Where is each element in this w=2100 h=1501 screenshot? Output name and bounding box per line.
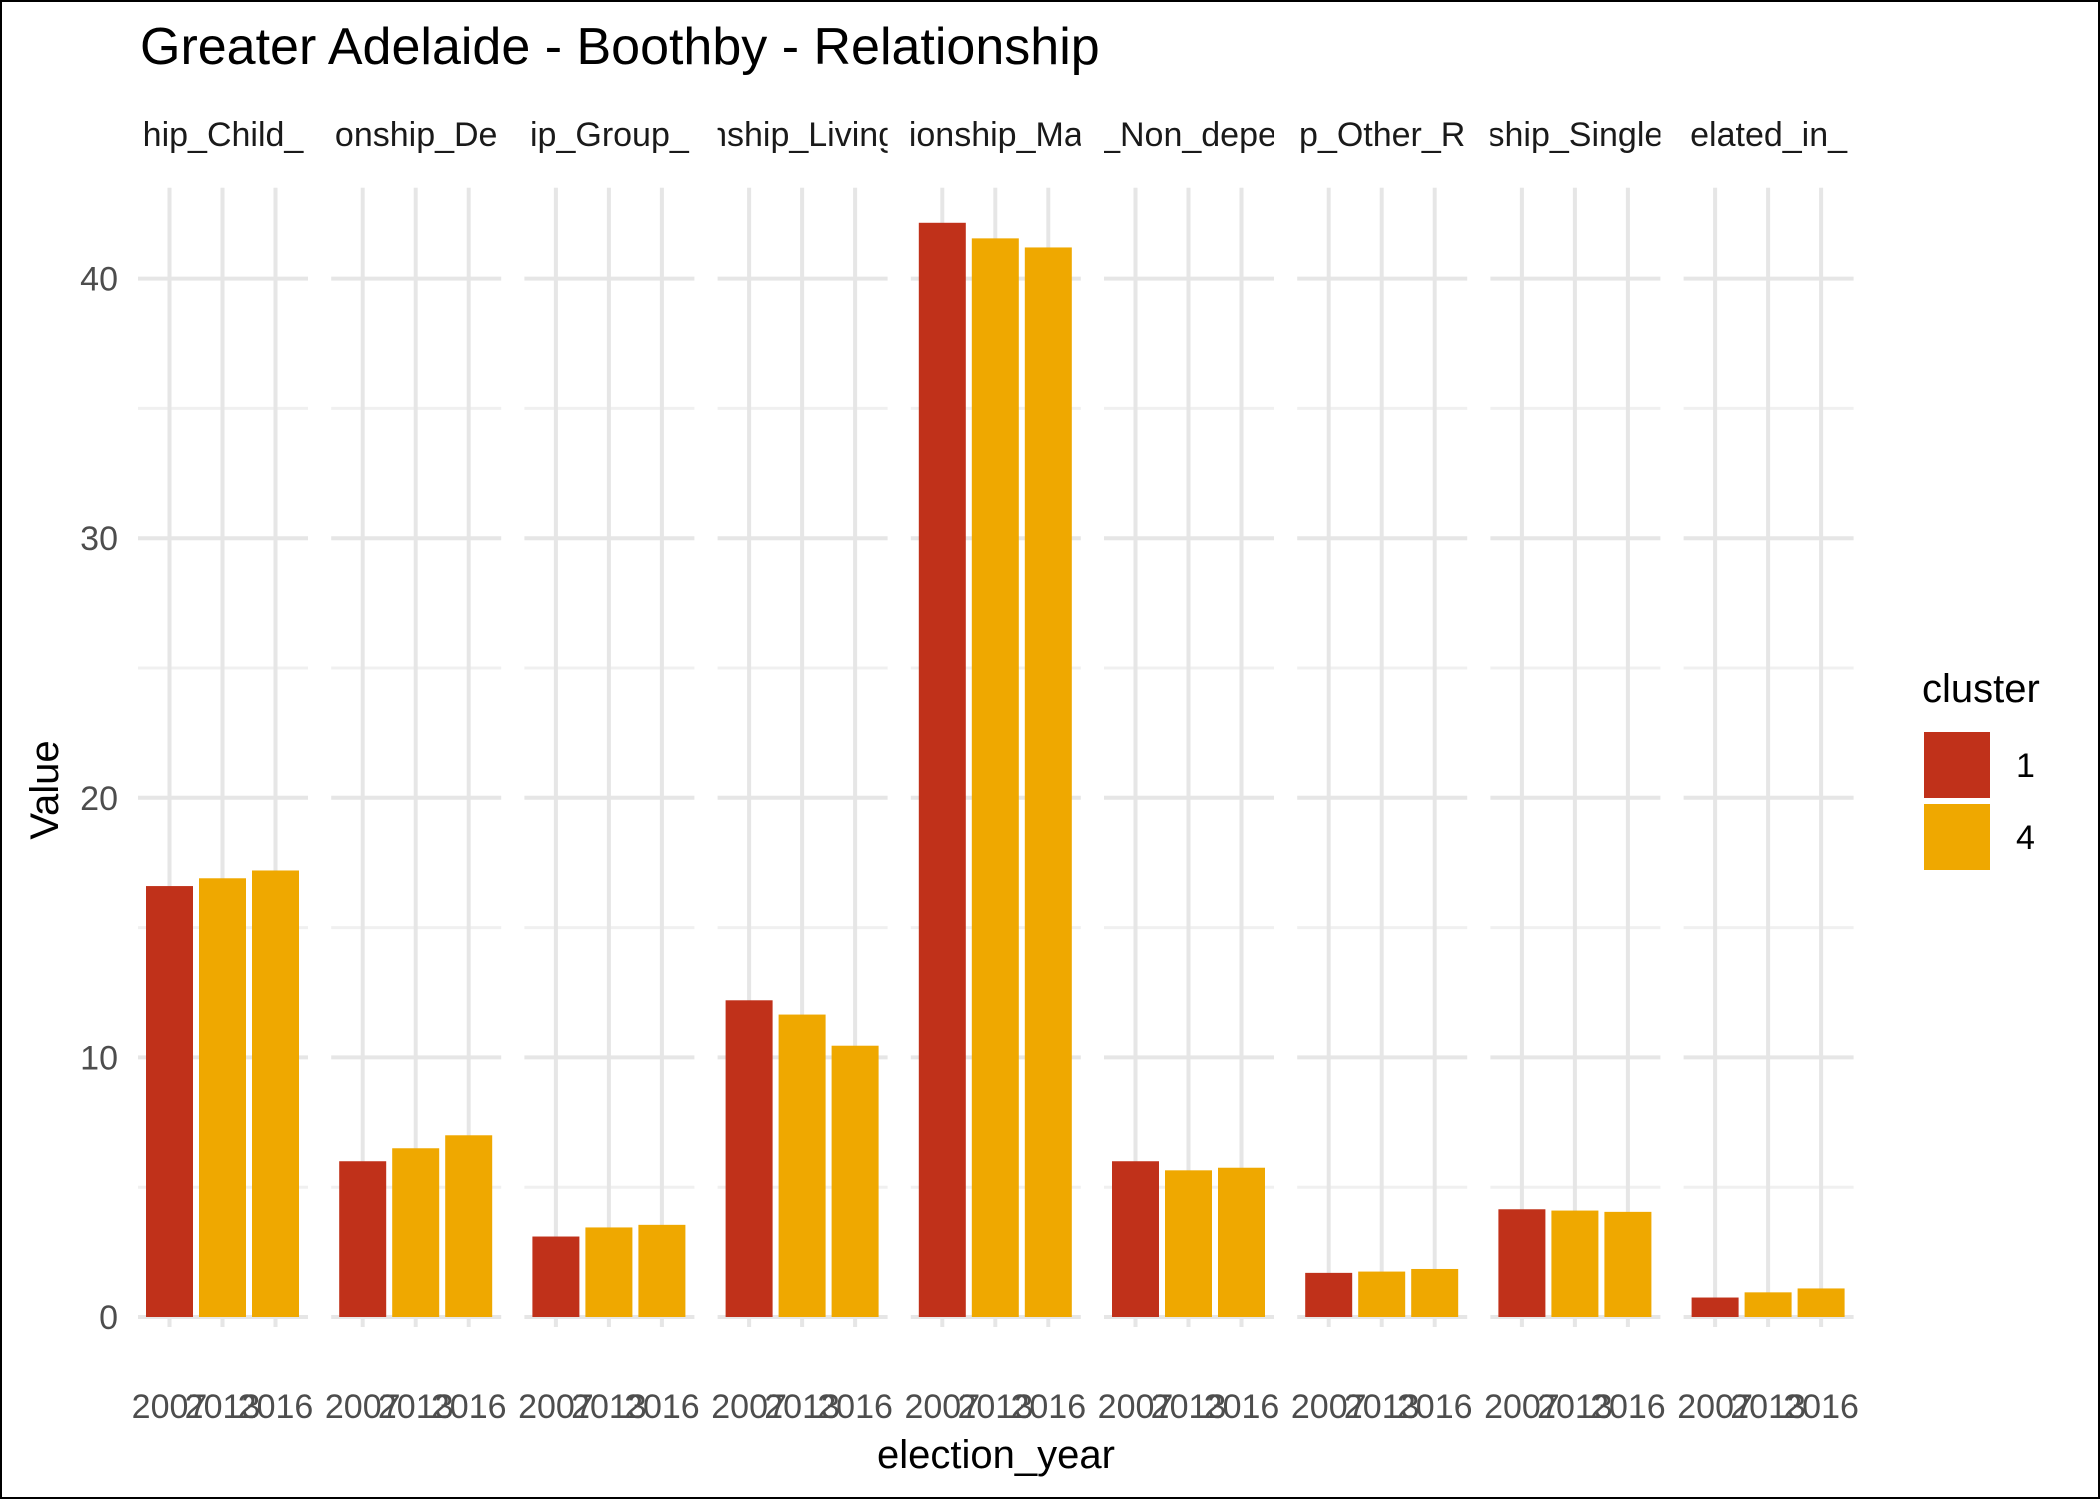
x-tick-label: 2007 [711, 1388, 787, 1426]
x-axis-title: election_year [877, 1433, 1115, 1477]
legend-title: cluster [1922, 667, 2040, 711]
legend-key [1924, 804, 1990, 870]
bar [1498, 1209, 1546, 1317]
chart-title: Greater Adelaide - Boothby - Relationshi… [140, 18, 1100, 76]
bar-layer [146, 222, 1845, 1317]
x-tick-label: 2013 [378, 1388, 454, 1426]
bar [1112, 1161, 1159, 1317]
bar [1604, 1211, 1652, 1317]
bar [1358, 1271, 1406, 1317]
x-tick-label: 2016 [1590, 1388, 1666, 1426]
label-layer: hip_Child_200720132016onship_De200720132… [80, 116, 1859, 1426]
bar [1551, 1210, 1599, 1317]
bar [1744, 1292, 1792, 1317]
bar [585, 1227, 633, 1317]
x-tick-label: 2013 [185, 1388, 261, 1426]
bar [725, 1000, 773, 1317]
facet-strip-label: ip_Group_ [530, 116, 690, 154]
y-tick-label: 0 [99, 1299, 118, 1337]
bar [199, 878, 246, 1317]
bar [971, 238, 1019, 1317]
x-tick-label: 2007 [518, 1388, 594, 1426]
legend-label: 1 [2016, 747, 2035, 785]
bar [1305, 1272, 1353, 1317]
legend: cluster 1 4 [1922, 667, 2040, 870]
facet-strip-label: _Non_depe [1100, 116, 1277, 154]
facet-strip-label: ionship_Ma [909, 116, 1083, 154]
bar [339, 1161, 387, 1317]
facet-strip-label: hip_Child_ [143, 116, 305, 154]
facet-strip-label: elated_in_ [1690, 116, 1848, 154]
x-tick-label: 2016 [238, 1388, 314, 1426]
y-tick-label: 30 [80, 520, 118, 558]
bar [1024, 247, 1072, 1317]
x-tick-label: 2013 [571, 1388, 647, 1426]
x-tick-label: 2013 [1730, 1388, 1806, 1426]
legend-label: 4 [2016, 819, 2035, 857]
bar [918, 222, 966, 1317]
x-tick-label: 2016 [1204, 1388, 1280, 1426]
bar [445, 1135, 493, 1317]
y-tick-label: 40 [80, 261, 118, 299]
x-tick-label: 2013 [1344, 1388, 1420, 1426]
bar [831, 1045, 879, 1317]
x-tick-label: 2013 [1151, 1388, 1227, 1426]
x-tick-label: 2013 [1537, 1388, 1613, 1426]
x-tick-label: 2016 [817, 1388, 893, 1426]
x-tick-label: 2016 [1010, 1388, 1086, 1426]
bar [392, 1148, 440, 1317]
bar [1691, 1297, 1739, 1317]
bar [1218, 1167, 1265, 1317]
x-tick-label: 2007 [1098, 1388, 1174, 1426]
y-tick-label: 10 [80, 1039, 118, 1077]
facet-strip-label: onship_De [335, 116, 498, 154]
x-tick-label: 2007 [325, 1388, 401, 1426]
x-tick-label: 2007 [904, 1388, 980, 1426]
facet-strip-label: nship_Living [708, 116, 897, 154]
bar [1411, 1268, 1459, 1317]
bar [1797, 1288, 1845, 1317]
x-tick-label: 2007 [1677, 1388, 1753, 1426]
x-tick-label: 2016 [1397, 1388, 1473, 1426]
x-tick-label: 2007 [1291, 1388, 1367, 1426]
y-axis-title: Value [23, 740, 67, 839]
x-tick-label: 2016 [431, 1388, 507, 1426]
facet-strip-label: p_Other_R [1299, 116, 1465, 154]
legend-key [1924, 732, 1990, 798]
bar [146, 886, 193, 1317]
bar [778, 1014, 826, 1317]
x-tick-label: 2007 [132, 1388, 208, 1426]
x-tick-label: 2016 [1783, 1388, 1859, 1426]
x-tick-label: 2013 [957, 1388, 1033, 1426]
x-tick-label: 2007 [1484, 1388, 1560, 1426]
bar [532, 1236, 580, 1317]
x-tick-label: 2013 [764, 1388, 840, 1426]
x-tick-label: 2016 [624, 1388, 700, 1426]
y-tick-label: 20 [80, 780, 118, 818]
bar [1165, 1170, 1212, 1317]
bar [638, 1224, 686, 1317]
facet-strip-label: ship_Single [1488, 116, 1664, 154]
bar [252, 870, 299, 1317]
